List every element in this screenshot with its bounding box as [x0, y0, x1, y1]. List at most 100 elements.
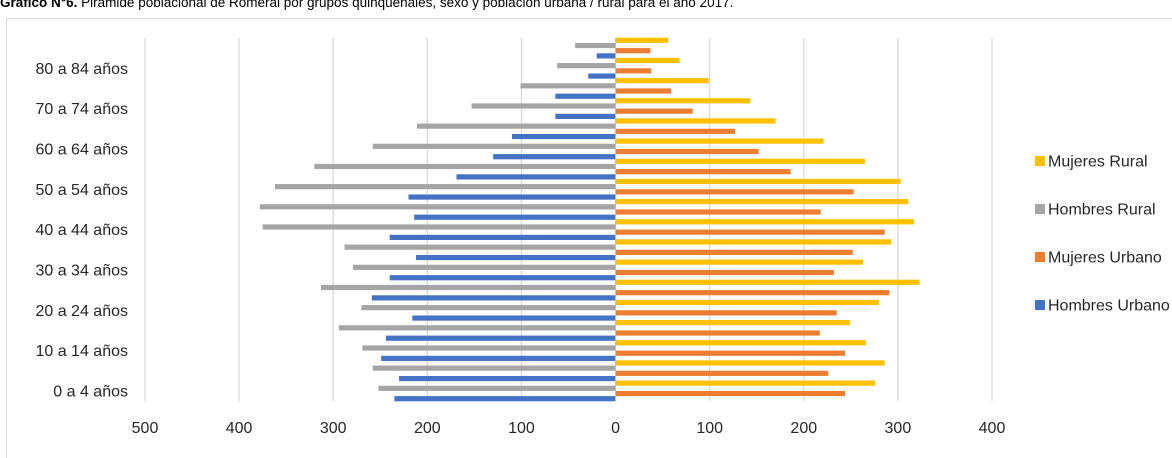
bar-hombres-rural [338, 325, 616, 331]
y-category-label: 10 a 14 años [35, 343, 128, 360]
bar-mujeres-urbano [615, 370, 829, 376]
x-tick-label: 200 [790, 420, 817, 437]
bar-mujeres-urbano [615, 269, 834, 276]
bar-hombres-rural [274, 184, 616, 190]
bar-mujeres-urbano [615, 128, 736, 134]
bar-mujeres-rural [615, 57, 680, 64]
bar-mujeres-urbano [615, 249, 853, 255]
bar-hombres-urbano [414, 214, 616, 220]
bar-mujeres-urbano [615, 310, 837, 316]
legend-swatch [1035, 252, 1045, 262]
bar-hombres-rural [372, 143, 616, 149]
bar-mujeres-rural [615, 360, 885, 366]
bar-hombres-rural [352, 264, 616, 270]
bar-mujeres-urbano [615, 390, 846, 397]
bar-hombres-urbano [412, 315, 616, 321]
bar-hombres-rural [361, 305, 616, 311]
bar-mujeres-rural [615, 320, 850, 326]
bar-hombres-rural [362, 345, 616, 351]
x-tick-label: 300 [885, 420, 912, 437]
bar-mujeres-rural [615, 279, 920, 285]
y-category-label: 70 a 74 años [35, 101, 128, 118]
bar-mujeres-rural [615, 239, 892, 245]
bar-hombres-rural [372, 365, 616, 371]
bar-hombres-urbano [394, 396, 616, 402]
bar-mujeres-urbano [615, 209, 821, 215]
bar-mujeres-urbano [615, 108, 693, 114]
legend-label: Hombres Rural [1048, 202, 1156, 219]
bar-mujeres-urbano [615, 169, 791, 175]
bar-mujeres-urbano [615, 350, 846, 356]
bar-hombres-rural [262, 224, 616, 230]
bar-mujeres-rural [615, 138, 824, 144]
bar-mujeres-urbano [615, 148, 759, 155]
bar-hombres-rural [320, 284, 616, 291]
bar-hombres-rural [416, 123, 616, 129]
legend-label: Mujeres Urbano [1048, 250, 1162, 267]
caption-prefix: Gráfico N°6. [0, 0, 78, 10]
x-tick-label: 200 [414, 420, 441, 437]
bar-hombres-rural [378, 385, 616, 391]
legend-swatch [1035, 204, 1045, 214]
legend-swatch [1035, 156, 1045, 166]
y-category-label: 40 a 44 años [35, 222, 128, 239]
bar-hombres-rural [575, 42, 616, 49]
y-category-label: 20 a 24 años [35, 303, 128, 320]
x-tick-label: 300 [320, 420, 347, 437]
bar-hombres-rural [520, 83, 616, 89]
bar-hombres-urbano [385, 335, 616, 341]
bar-hombres-urbano [408, 194, 616, 200]
bar-hombres-urbano [512, 133, 616, 140]
bar-hombres-urbano [493, 154, 616, 160]
x-tick-label: 0 [611, 420, 620, 437]
bar-mujeres-rural [615, 78, 709, 84]
bar-hombres-urbano [555, 93, 616, 99]
bar-mujeres-urbano [615, 330, 820, 336]
bar-mujeres-rural [615, 380, 876, 386]
bar-mujeres-urbano [615, 48, 651, 54]
chart-frame [6, 18, 1172, 458]
y-category-label: 80 a 84 años [35, 61, 128, 78]
y-category-label: 60 a 64 años [35, 141, 128, 158]
bar-hombres-rural [314, 163, 616, 170]
bar-mujeres-rural [615, 199, 909, 205]
legend-label: Hombres Urbano [1048, 298, 1170, 315]
bar-hombres-rural [557, 63, 616, 69]
bar-mujeres-rural [615, 98, 751, 104]
bar-mujeres-rural [615, 340, 866, 346]
bar-mujeres-urbano [615, 229, 885, 235]
bar-mujeres-urbano [615, 88, 672, 94]
bar-hombres-urbano [588, 73, 616, 79]
bar-mujeres-rural [615, 219, 914, 225]
bar-hombres-urbano [371, 295, 616, 301]
x-tick-label: 100 [508, 420, 535, 437]
bar-hombres-urbano [555, 113, 616, 119]
legend-label: Mujeres Rural [1048, 154, 1148, 171]
bar-hombres-urbano [596, 53, 616, 59]
x-tick-label: 400 [226, 420, 253, 437]
bar-hombres-urbano [389, 275, 616, 281]
bar-mujeres-urbano [615, 189, 854, 195]
bar-hombres-urbano [389, 234, 616, 240]
chart-caption: Gráfico N°6. Pirámide poblacional de Rom… [0, 0, 733, 10]
y-category-label: 30 a 34 años [35, 262, 128, 279]
bar-hombres-rural [471, 103, 616, 109]
caption-text: Pirámide poblacional de Romeral por grup… [77, 0, 734, 10]
bar-hombres-rural [259, 204, 616, 210]
x-tick-label: 500 [132, 420, 159, 437]
bar-mujeres-rural [615, 259, 864, 265]
bar-mujeres-rural [615, 299, 880, 306]
x-tick-label: 100 [696, 420, 723, 437]
bar-mujeres-rural [615, 118, 776, 124]
bar-mujeres-rural [615, 158, 865, 164]
bar-hombres-urbano [416, 254, 616, 261]
x-tick-label: 400 [979, 420, 1006, 437]
bar-mujeres-rural [615, 37, 669, 43]
bar-mujeres-urbano [615, 290, 890, 296]
bar-mujeres-rural [615, 178, 901, 185]
bar-hombres-urbano [381, 355, 616, 361]
y-category-label: 0 a 4 años [53, 383, 128, 400]
bar-hombres-urbano [399, 375, 616, 382]
bar-hombres-rural [344, 244, 616, 250]
